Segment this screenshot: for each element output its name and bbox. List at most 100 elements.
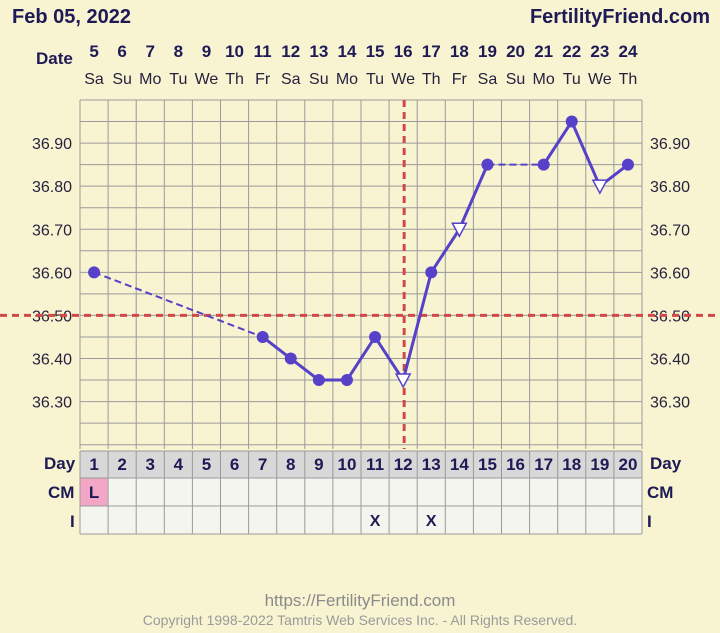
- weekday-label: Tu: [563, 71, 581, 88]
- cycle-day-number: 11: [366, 455, 384, 474]
- y-tick-label-left: 36.30: [32, 395, 72, 412]
- weekday-label: Su: [309, 71, 329, 88]
- y-tick-label-right: 36.70: [650, 222, 690, 239]
- temp-point: [88, 266, 101, 279]
- cycle-day-number: 4: [174, 455, 184, 474]
- date-label: 14: [337, 42, 356, 61]
- cycle-day-number: 5: [202, 455, 211, 474]
- cycle-day-number: 16: [506, 455, 525, 474]
- temp-point: [340, 374, 353, 387]
- date-label: 10: [225, 42, 244, 61]
- date-label: 23: [590, 42, 609, 61]
- day-row-label-right: Day: [650, 454, 682, 473]
- temp-point-open-triangle: [591, 179, 609, 195]
- i-row-label-left: I: [70, 512, 75, 531]
- weekday-label: Mo: [533, 71, 555, 88]
- temp-point: [537, 158, 550, 171]
- weekday-label: Tu: [169, 71, 187, 88]
- y-tick-label-left: 36.80: [32, 179, 72, 196]
- y-tick-label-right: 36.90: [650, 136, 690, 153]
- weekday-label: Tu: [366, 71, 384, 88]
- y-tick-label-right: 36.80: [650, 179, 690, 196]
- y-tick-label-right: 36.60: [650, 265, 690, 282]
- cycle-day-number: 7: [258, 455, 267, 474]
- y-tick-label-right: 36.50: [650, 308, 690, 325]
- cycle-day-number: 17: [534, 455, 553, 474]
- date-label: 22: [562, 42, 581, 61]
- temp-line-segment: [93, 271, 264, 338]
- date-label: 11: [254, 42, 272, 61]
- temperature-series: [88, 115, 634, 389]
- weekday-label: Th: [225, 71, 244, 88]
- cycle-day-number: 13: [422, 455, 441, 474]
- temp-point: [621, 158, 634, 171]
- temperature-grid: [79, 99, 643, 449]
- weekday-label: Sa: [84, 71, 104, 88]
- reference-lines: [0, 100, 720, 449]
- date-label: 21: [534, 42, 553, 61]
- temp-line-segment: [345, 336, 377, 381]
- date-header-rows: Date 5 6 7 8 9 10 11 12 13 14 15 16 17 18 19 20 21 22 23 24 S…: [36, 42, 638, 88]
- temp-line-segment: [401, 271, 433, 381]
- i-row-label-right: I: [647, 512, 652, 531]
- weekday-label: We: [588, 71, 612, 88]
- temp-point-open-triangle: [451, 222, 468, 238]
- footer-url[interactable]: https://FertilityFriend.com: [265, 591, 456, 610]
- weekday-label: Sa: [478, 71, 498, 88]
- site-name: FertilityFriend.com: [530, 6, 710, 28]
- temp-line-segment: [429, 228, 461, 274]
- date-row-label: Date: [36, 49, 73, 68]
- temp-point: [565, 115, 578, 128]
- cycle-day-number: 12: [394, 455, 413, 474]
- temp-point: [256, 330, 269, 343]
- cycle-day-number: 15: [478, 455, 497, 474]
- cycle-day-number: 1: [89, 455, 98, 474]
- temp-line-segment: [373, 336, 405, 381]
- temp-point: [312, 374, 325, 387]
- weekday-label: Mo: [336, 71, 358, 88]
- cycle-day-number: 14: [450, 455, 469, 474]
- cycle-day-number: 2: [117, 455, 126, 474]
- cycle-day-number: 6: [230, 455, 239, 474]
- temp-line-segment: [457, 164, 489, 230]
- cycle-day-number: 8: [286, 455, 295, 474]
- cycle-day-number: 9: [314, 455, 323, 474]
- day-row-label-left: Day: [44, 454, 76, 473]
- intercourse-mark: X: [370, 513, 381, 530]
- y-tick-label-left: 36.60: [32, 265, 72, 282]
- chart-date-title: Feb 05, 2022: [12, 6, 131, 28]
- date-label: 20: [506, 42, 525, 61]
- weekday-label: Fr: [452, 71, 468, 88]
- cycle-day-number: 10: [337, 455, 356, 474]
- weekday-label: Sa: [281, 71, 301, 88]
- date-label: 19: [478, 42, 497, 61]
- footer-copyright: Copyright 1998-2022 Tamtris Web Services…: [143, 612, 577, 628]
- date-label: 9: [202, 42, 211, 61]
- y-tick-label-right: 36.30: [650, 395, 690, 412]
- temp-point: [481, 158, 494, 171]
- temp-point: [284, 352, 297, 365]
- temp-point: [369, 330, 382, 343]
- temp-line-segment: [542, 120, 574, 166]
- weekday-label: We: [195, 71, 219, 88]
- date-label: 18: [450, 42, 469, 61]
- date-label: 12: [281, 42, 300, 61]
- cm-row-label-left: CM: [48, 483, 74, 502]
- date-label: 6: [117, 42, 126, 61]
- date-label: 17: [422, 42, 441, 61]
- date-label: 5: [89, 42, 98, 61]
- cycle-day-number: 3: [146, 455, 155, 474]
- date-label: 15: [366, 42, 385, 61]
- weekday-label: Th: [619, 71, 638, 88]
- intercourse-mark: X: [426, 513, 437, 530]
- temp-point-open-triangle: [394, 373, 412, 389]
- weekday-label: Fr: [255, 71, 271, 88]
- cycle-day-number: 20: [618, 455, 637, 474]
- y-tick-label-left: 36.90: [32, 136, 72, 153]
- y-tick-label-left: 36.70: [32, 222, 72, 239]
- menstruation-cell: [80, 478, 108, 506]
- cycle-day-number: 18: [562, 455, 581, 474]
- date-label: 13: [309, 42, 328, 61]
